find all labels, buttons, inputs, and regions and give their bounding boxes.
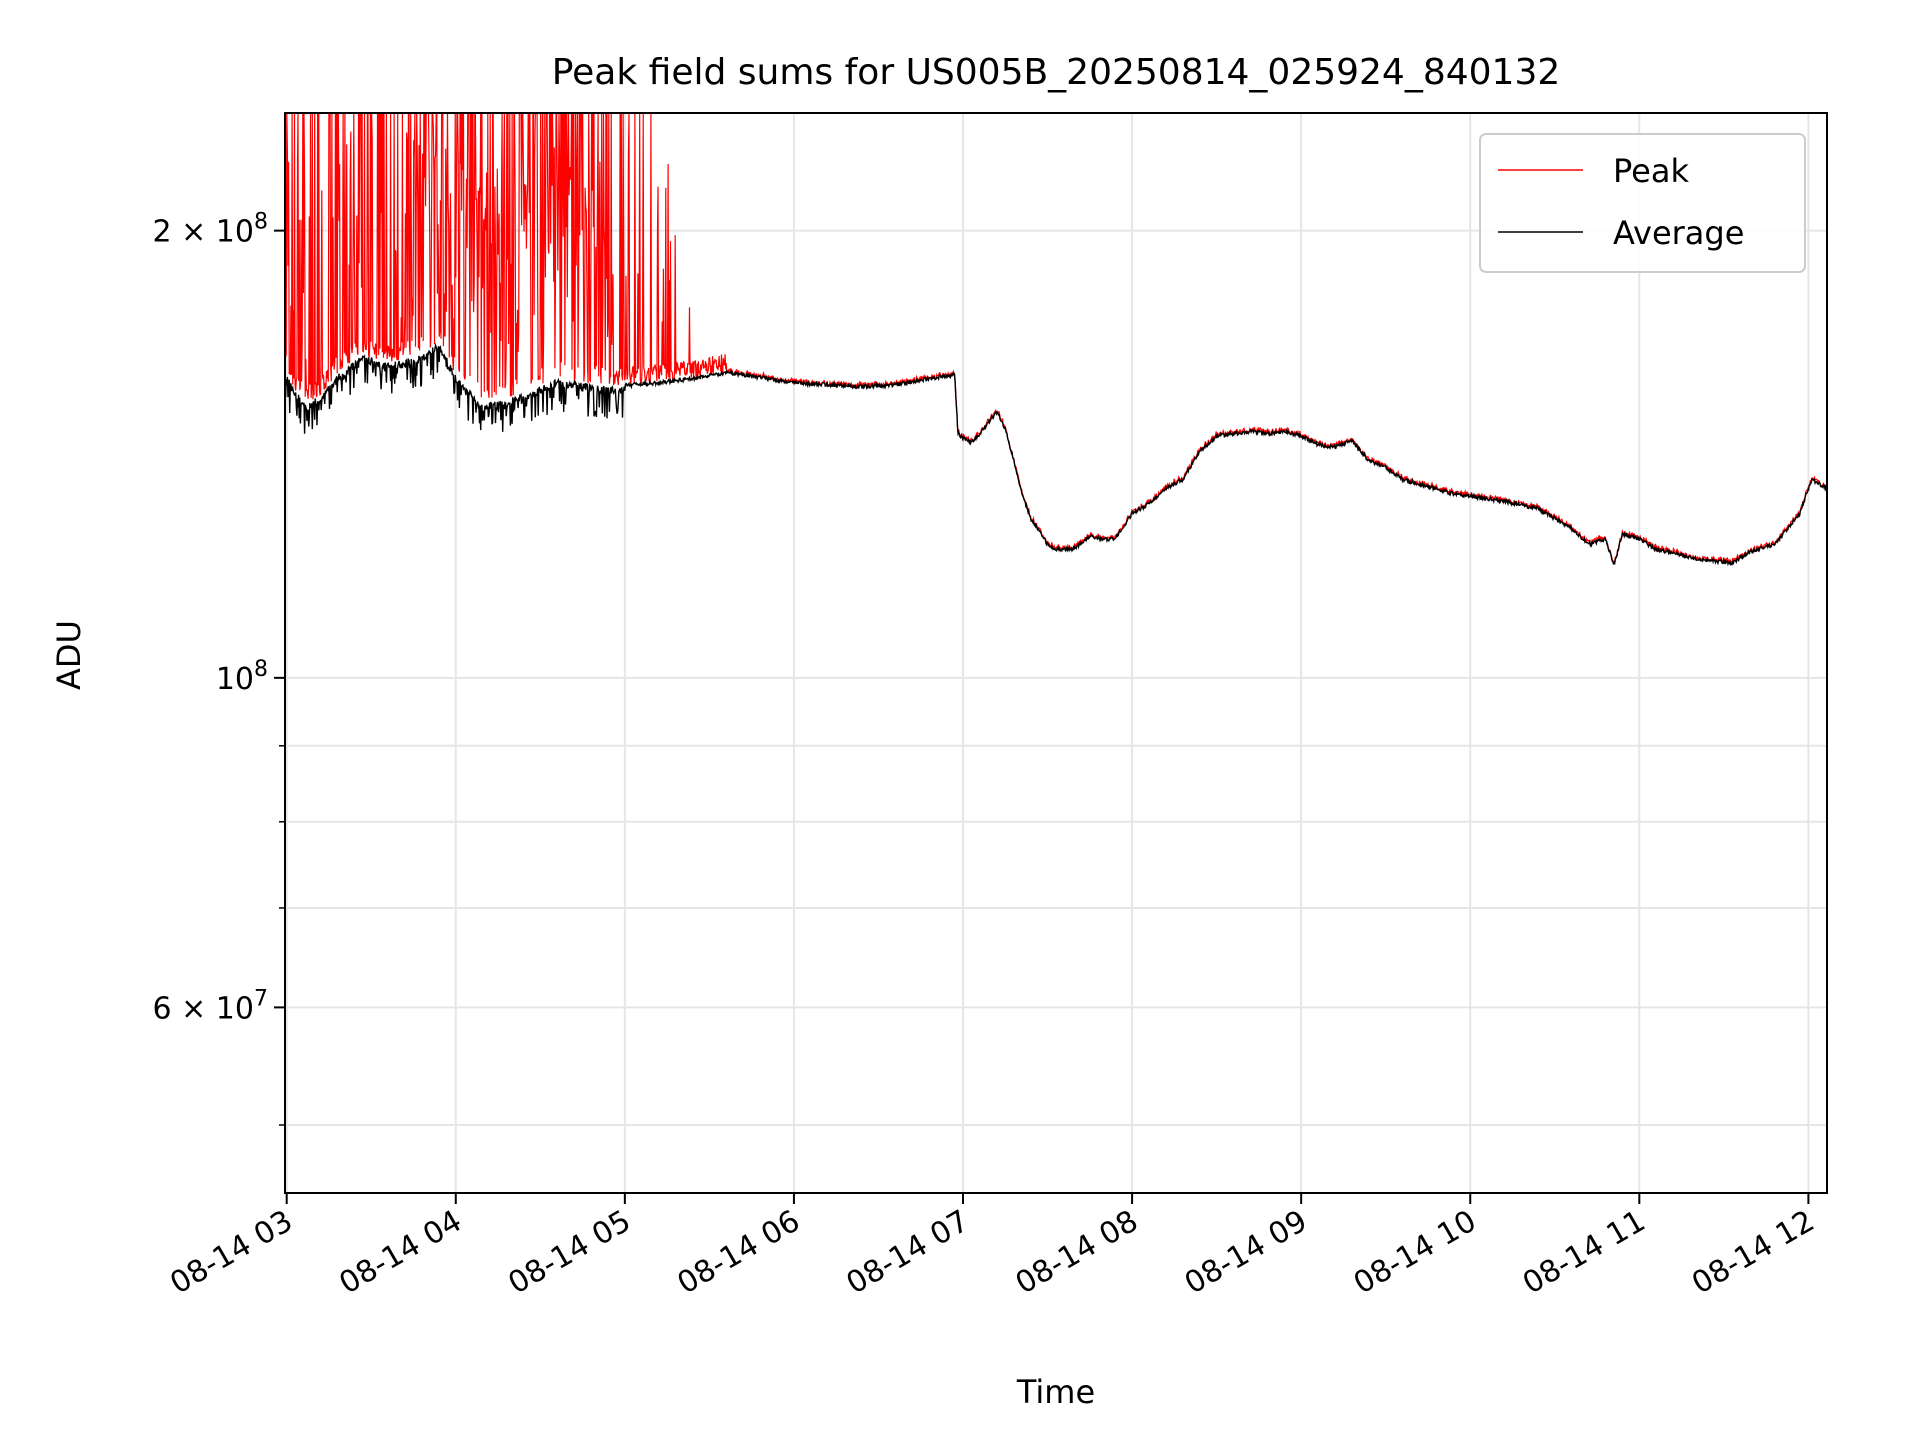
chart-title: Peak field sums for US005B_20250814_0259… [552, 52, 1561, 93]
legend-label-peak: Peak [1613, 152, 1689, 190]
legend-label-average: Average [1613, 214, 1744, 252]
y-axis: 2 × 108 108 6 × 107 [153, 210, 285, 1126]
grid [285, 113, 1827, 1193]
legend-box [1479, 133, 1806, 273]
x-axis-label: Time [1016, 1373, 1095, 1411]
y-tick-label: 6 × 107 [153, 986, 268, 1026]
y-axis-label: ADU [50, 620, 88, 690]
plot-frame [284, 112, 1828, 1194]
legend: Peak Average [1479, 133, 1806, 273]
y-tick-label: 108 [216, 657, 268, 697]
y-tick-label: 2 × 108 [153, 210, 268, 250]
plot-area [285, 113, 1827, 567]
series-line-average [285, 342, 1827, 567]
